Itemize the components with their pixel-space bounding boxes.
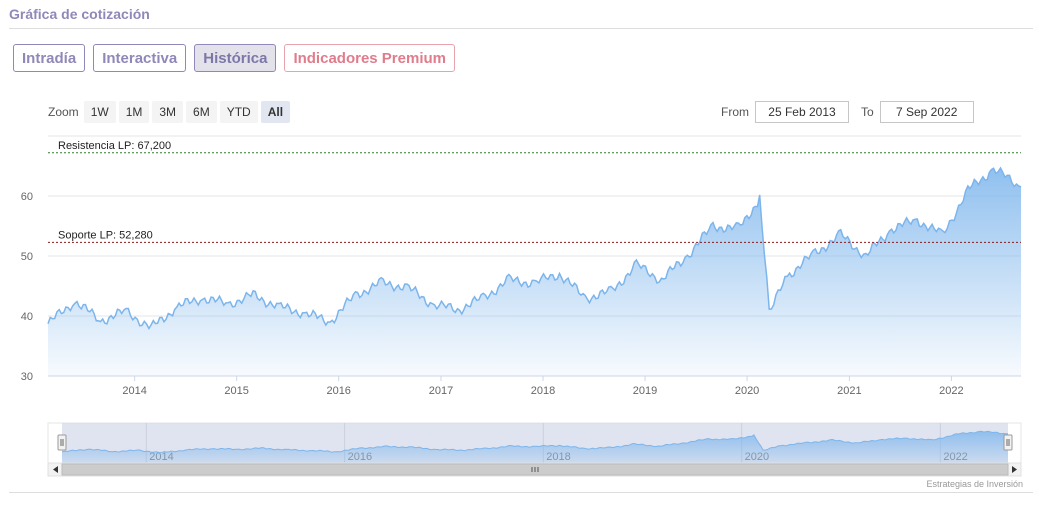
support-line-label: Soporte LP: 52,280 bbox=[58, 229, 153, 241]
zoom-label: Zoom bbox=[48, 105, 79, 119]
zoom-6m-button[interactable]: 6M bbox=[186, 101, 217, 123]
x-tick-label: 2018 bbox=[531, 385, 555, 397]
y-tick-label: 30 bbox=[21, 371, 33, 383]
price-area bbox=[48, 168, 1021, 376]
scroll-left-arrow-icon[interactable] bbox=[53, 466, 58, 473]
zoom-bar: Zoom 1W 1M 3M 6M YTD All bbox=[48, 101, 293, 123]
x-tick-label: 2014 bbox=[122, 385, 146, 397]
zoom-1w-button[interactable]: 1W bbox=[83, 101, 116, 123]
price-chart: Resistencia LP: 67,200 Soporte LP: 52,280… bbox=[21, 135, 1022, 477]
scroll-right-arrow-icon[interactable] bbox=[1012, 466, 1017, 473]
navigator-line bbox=[61, 430, 1009, 454]
zoom-ytd-button[interactable]: YTD bbox=[219, 101, 258, 123]
resistance-line-label: Resistencia LP: 67,200 bbox=[58, 140, 171, 152]
handle-body bbox=[1003, 434, 1013, 451]
zoom-all-button[interactable]: All bbox=[260, 101, 291, 123]
zoom-1m-button[interactable]: 1M bbox=[118, 101, 150, 123]
y-tick-label: 60 bbox=[21, 191, 33, 203]
to-date-input[interactable]: 7 Sep 2022 bbox=[879, 101, 974, 123]
x-tick-label: 2022 bbox=[939, 385, 963, 397]
chart-tabs: Intradía Interactiva Histórica Indicador… bbox=[13, 44, 455, 72]
x-tick-label: 2016 bbox=[326, 385, 350, 397]
navigator-area bbox=[62, 431, 1008, 463]
tab-interactiva[interactable]: Interactiva bbox=[93, 44, 187, 72]
from-label: From bbox=[721, 105, 749, 119]
tab-historica[interactable]: Histórica bbox=[194, 44, 277, 72]
y-tick-label: 50 bbox=[21, 251, 33, 263]
x-tick-label: 2015 bbox=[224, 385, 248, 397]
tab-intradia[interactable]: Intradía bbox=[13, 44, 86, 72]
section-title: Gráfica de cotización bbox=[9, 6, 150, 22]
x-tick-label: 2020 bbox=[735, 385, 759, 397]
x-tick-label: 2019 bbox=[633, 385, 657, 397]
to-label: To bbox=[861, 105, 874, 119]
x-tick-label: 2017 bbox=[429, 385, 453, 397]
x-tick-label: 2021 bbox=[837, 385, 861, 397]
date-range: From 25 Feb 2013 To 7 Sep 2022 bbox=[721, 101, 986, 123]
from-date-input[interactable]: 25 Feb 2013 bbox=[755, 101, 849, 123]
y-tick-label: 40 bbox=[21, 311, 33, 323]
footer-divider bbox=[9, 492, 1033, 493]
chart-credit: Estrategias de Inversión bbox=[926, 479, 1023, 489]
zoom-3m-button[interactable]: 3M bbox=[152, 101, 184, 123]
handle-body bbox=[57, 434, 67, 451]
navigator-left-handle[interactable] bbox=[57, 434, 67, 451]
navigator-right-handle[interactable] bbox=[1003, 434, 1013, 451]
title-divider bbox=[9, 28, 1033, 29]
price-line bbox=[47, 166, 1022, 331]
tab-indicadores-premium[interactable]: Indicadores Premium bbox=[284, 44, 455, 72]
